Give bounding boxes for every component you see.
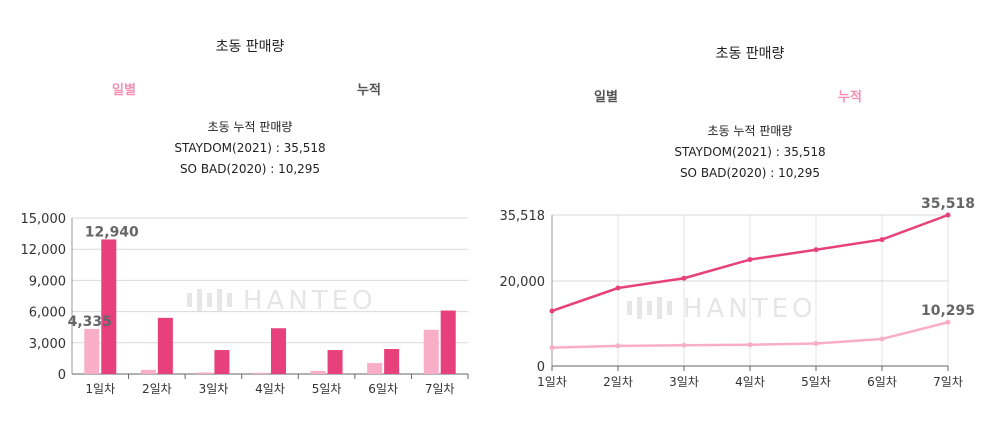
bar [157, 317, 173, 374]
data-point [879, 237, 885, 243]
x-tick-label: 7일차 [933, 375, 963, 389]
data-point [615, 343, 621, 349]
x-tick-label: 3일차 [669, 375, 699, 389]
bar [327, 350, 343, 374]
watermark-text: HANTEO [243, 286, 377, 316]
data-point [879, 336, 885, 342]
bar [310, 370, 326, 374]
data-label: 12,940 [85, 224, 139, 240]
watermark-logo-bar [207, 293, 212, 307]
x-tick-label: 1일차 [85, 382, 115, 396]
bar [423, 329, 439, 374]
watermark-logo-bar [187, 293, 192, 307]
panel-title: 초동 판매량 [715, 46, 785, 62]
watermark-logo-bar [657, 297, 662, 319]
data-point [681, 342, 687, 348]
hanteo-watermark: HANTEO [187, 286, 377, 316]
cumulative-sales-panel: 초동 판매량 일별 누적 초동 누적 판매량 STAYDOM(2021) : 3… [500, 0, 1000, 438]
x-tick-label: 3일차 [199, 382, 229, 396]
x-tick-label: 6일차 [867, 375, 897, 389]
watermark-text: HANTEO [683, 294, 817, 324]
x-tick-label: 1일차 [537, 375, 567, 389]
x-tick-label: 2일차 [603, 375, 633, 389]
data-point [813, 247, 819, 253]
data-label: 10,295 [921, 303, 975, 319]
summary-staydom: STAYDOM(2021) : 35,518 [674, 145, 826, 159]
x-tick-label: 2일차 [142, 382, 172, 396]
x-tick-label: 6일차 [368, 382, 398, 396]
daily-sales-panel: 초동 판매량 일별 누적 초동 누적 판매량 STAYDOM(2021) : 3… [0, 39, 500, 396]
y-tick-label: 20,000 [500, 275, 545, 290]
watermark-logo-bar [647, 301, 652, 315]
y-tick-label: 0 [537, 360, 545, 375]
data-point [681, 275, 687, 281]
summary-sobad: SO BAD(2020) : 10,295 [679, 166, 821, 180]
data-point [945, 319, 951, 325]
bar [440, 310, 456, 374]
data-label: 35,518 [921, 196, 975, 212]
tab-daily[interactable]: 일별 [594, 90, 618, 105]
bar [214, 350, 230, 374]
x-tick-label: 5일차 [312, 382, 342, 396]
cumulative-sales-line-chart: HANTEO 1일차 2일차 3일차 4일차 5일차 6일차 7일차 0 20,000 35,518… [500, 196, 975, 389]
bar [271, 328, 286, 374]
watermark-logo-bar [667, 301, 672, 315]
watermark-logo-bar [197, 289, 202, 311]
bar [254, 372, 269, 374]
summary-heading: 초동 누적 판매량 [707, 124, 793, 138]
data-point [615, 285, 621, 291]
bar [367, 363, 383, 374]
bar [384, 349, 400, 374]
bar [101, 239, 117, 374]
x-tick-label: 5일차 [801, 375, 831, 389]
data-point [549, 308, 555, 314]
x-tick-label: 4일차 [735, 375, 765, 389]
summary-sobad: SO BAD(2020) : 10,295 [179, 162, 321, 176]
data-point [813, 340, 819, 346]
daily-sales-bar-chart: HANTEO 0 3,000 6,000 9,000 12,000 15,000 1일차 2일차… [21, 212, 469, 396]
x-tick-label: 4일차 [255, 382, 285, 396]
data-point [945, 212, 951, 218]
y-tick-label: 35,518 [500, 209, 545, 224]
watermark-logo-bar [217, 289, 222, 311]
y-tick-label: 12,000 [21, 243, 67, 258]
bar [197, 372, 213, 374]
y-tick-label: 3,000 [29, 337, 66, 352]
y-tick-label: 9,000 [29, 274, 66, 289]
y-tick-label: 15,000 [21, 212, 67, 227]
watermark-logo-bar [227, 293, 232, 307]
watermark-logo-bar [637, 297, 642, 319]
tab-daily[interactable]: 일별 [112, 83, 136, 98]
bar [84, 328, 100, 374]
data-point [747, 257, 753, 263]
data-label: 4,335 [68, 314, 112, 330]
summary-heading: 초동 누적 판매량 [207, 120, 293, 134]
y-tick-label: 6,000 [29, 306, 66, 321]
summary-staydom: STAYDOM(2021) : 35,518 [174, 141, 326, 155]
x-tick-label: 7일차 [425, 382, 455, 396]
data-point [747, 342, 753, 348]
hanteo-watermark: HANTEO [627, 294, 817, 324]
watermark-logo-bar [627, 301, 632, 315]
sales-summary: 초동 누적 판매량 STAYDOM(2021) : 35,518 SO BAD(… [500, 121, 1000, 184]
tab-cumulative[interactable]: 누적 [838, 90, 862, 105]
tab-cumulative[interactable]: 누적 [357, 83, 381, 98]
bar [140, 369, 156, 374]
y-tick-label: 0 [58, 368, 66, 383]
panel-title: 초동 판매량 [215, 39, 285, 55]
sales-summary: 초동 누적 판매량 STAYDOM(2021) : 35,518 SO BAD(… [0, 117, 500, 180]
data-point [549, 345, 555, 351]
